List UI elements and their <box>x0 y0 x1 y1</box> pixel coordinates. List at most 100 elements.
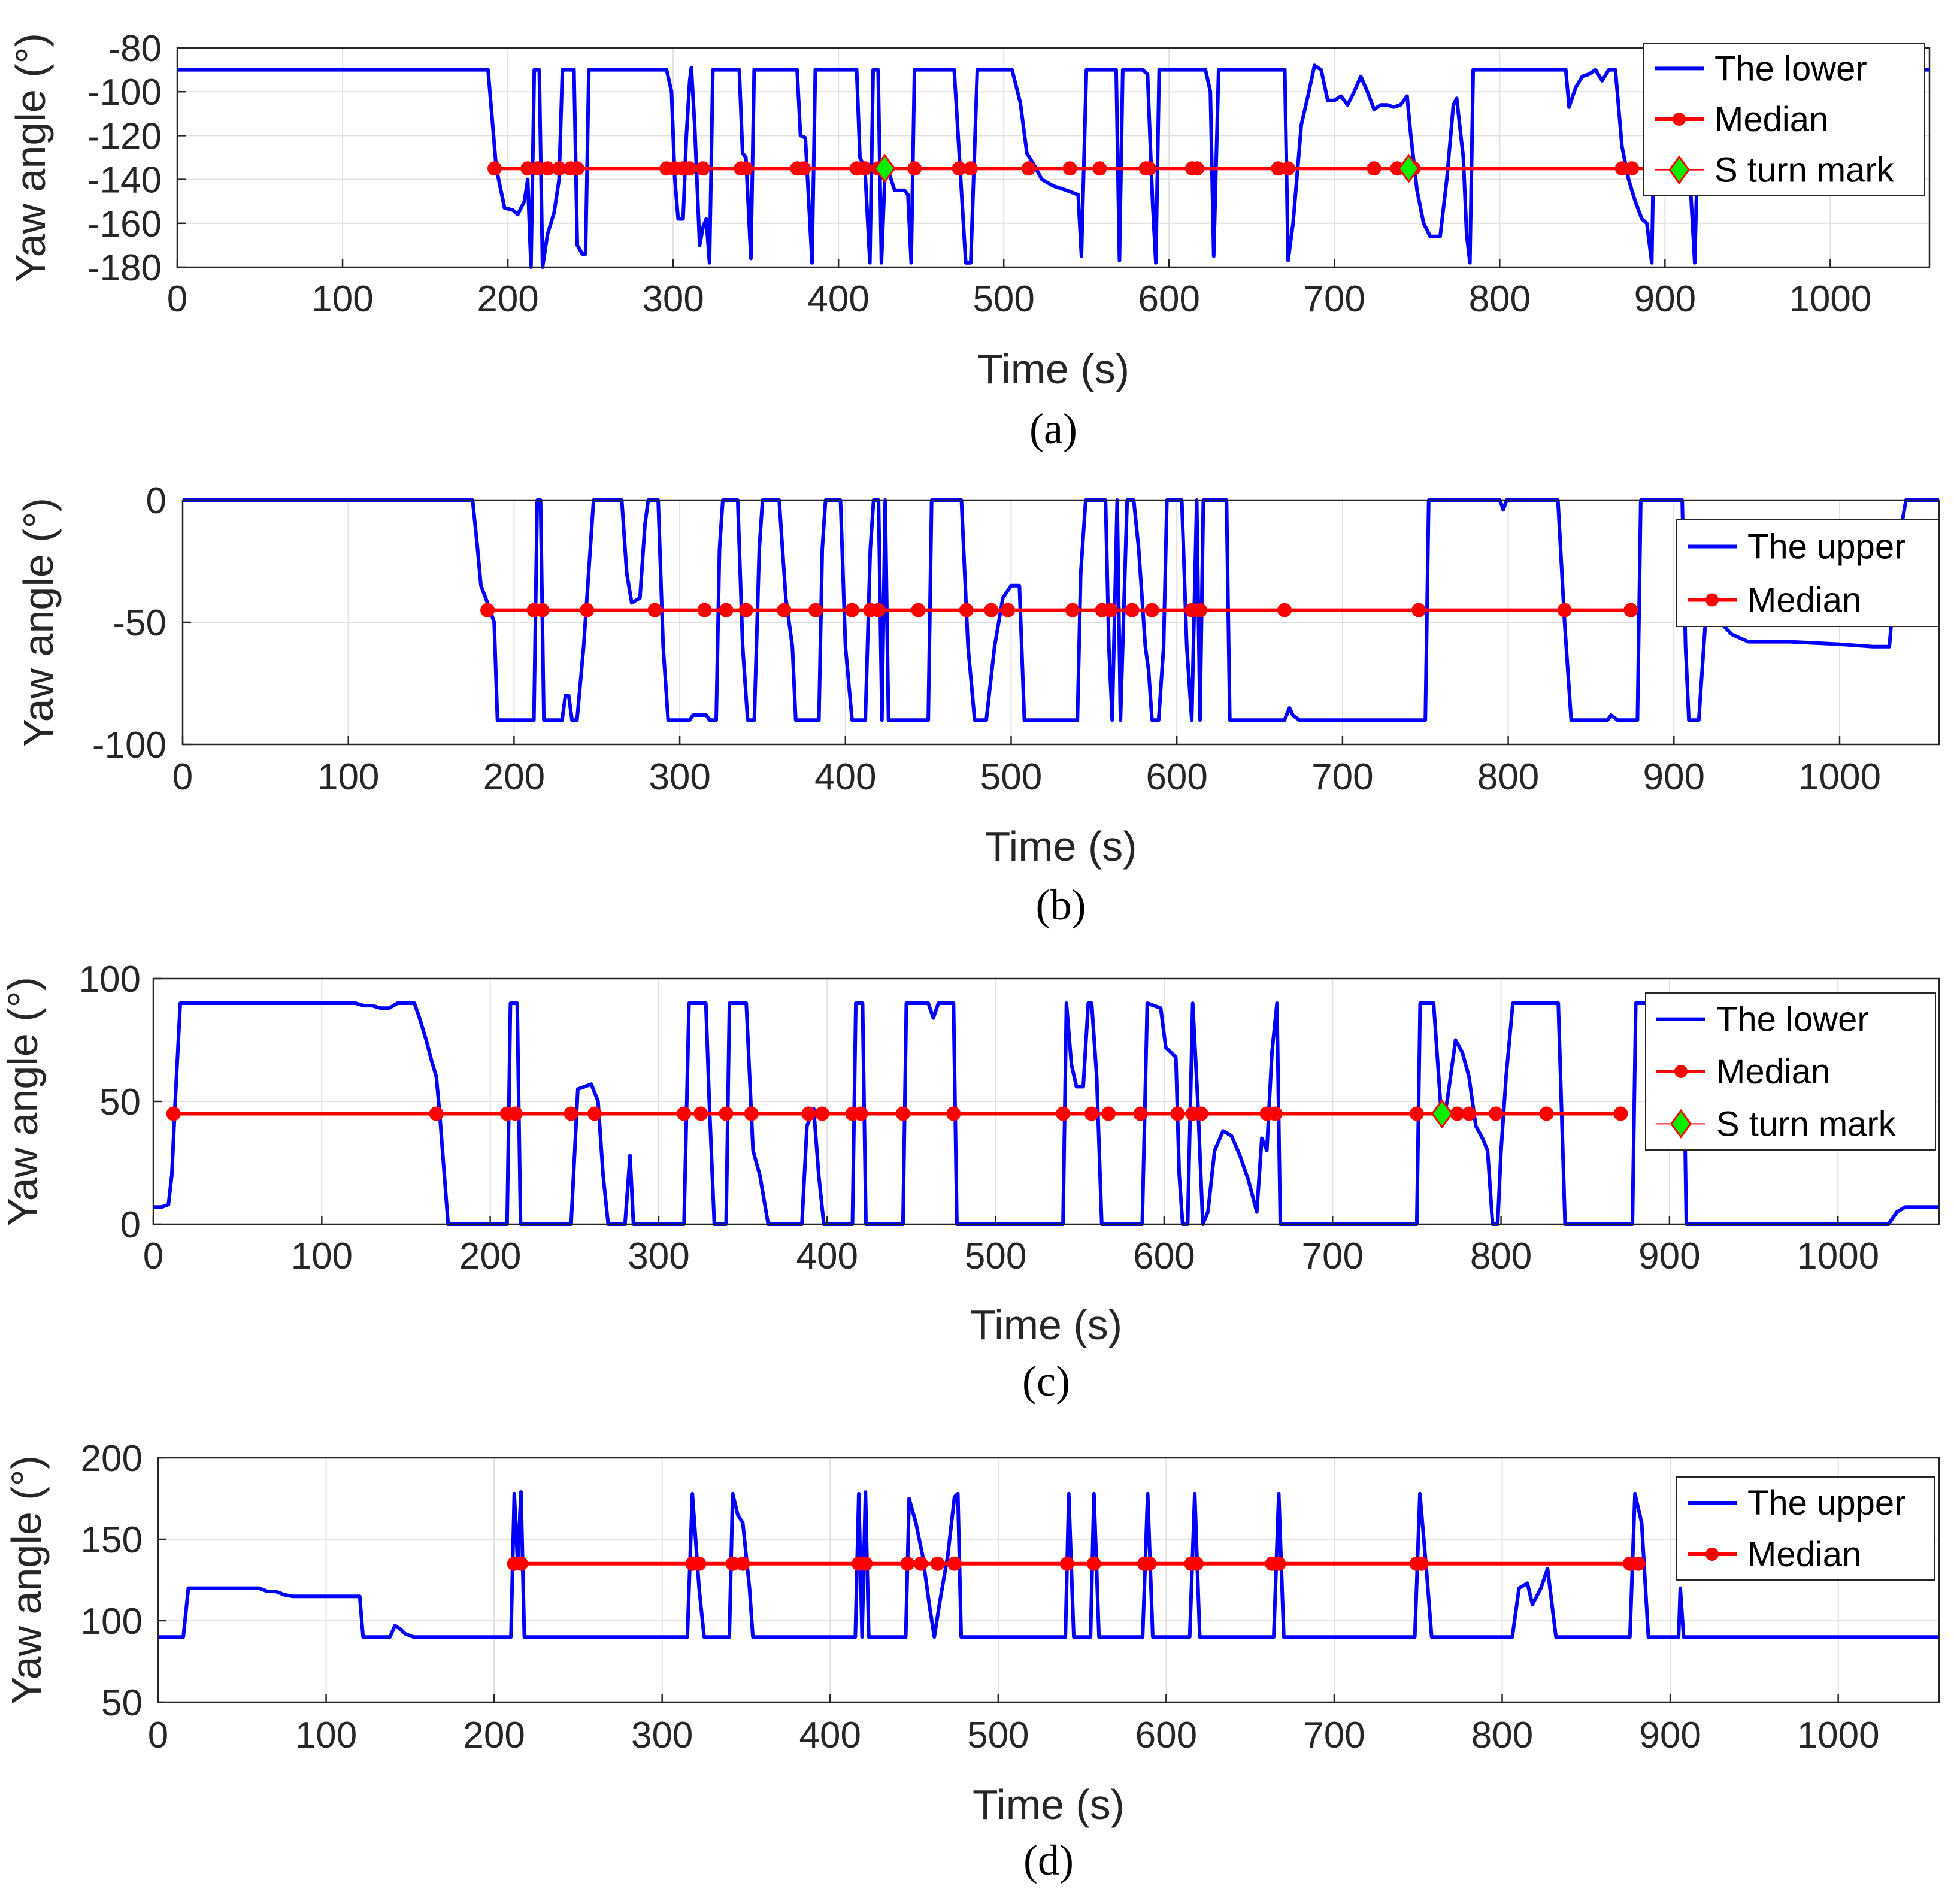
median-marker <box>895 1106 910 1121</box>
legend-label: Median <box>1747 581 1861 620</box>
y-axis-label: Yaw angle (°) <box>0 977 46 1226</box>
median-marker <box>1409 1106 1424 1121</box>
median-marker <box>564 1106 578 1121</box>
plot-area <box>158 1458 1939 1702</box>
median-marker <box>514 1556 529 1571</box>
median-marker <box>1084 1106 1099 1121</box>
x-tick-label: 300 <box>649 756 710 798</box>
x-tick-label: 100 <box>311 279 373 320</box>
panel-caption: (d) <box>1023 1836 1074 1884</box>
s-turn-marker <box>874 153 896 183</box>
data-layer <box>153 1001 1939 1226</box>
x-tick-label: 700 <box>1304 279 1365 320</box>
x-tick-label: 900 <box>1634 279 1696 320</box>
x-tick-label: 1000 <box>1797 1715 1880 1756</box>
median-marker <box>1059 1556 1074 1571</box>
median-marker <box>1170 1106 1185 1121</box>
axes-box <box>176 47 1931 268</box>
y-tick-label: -50 <box>113 603 166 644</box>
x-axis-label: Time (s) <box>977 346 1129 392</box>
median-marker <box>1142 1556 1157 1571</box>
y-tick-label: -140 <box>87 160 162 201</box>
legend-marker-sturn <box>1670 1109 1692 1139</box>
x-tick-label: 500 <box>967 1715 1029 1756</box>
legend: The upper Median <box>1676 1476 1935 1581</box>
median-marker <box>738 603 753 617</box>
x-tick-label: 0 <box>172 756 193 798</box>
chart-d: 0 100 200 300 400 500 600 700 800 900 1000 50 100 150… <box>3 1438 1940 1884</box>
median-marker <box>580 603 595 617</box>
legend-label: The lower <box>1716 1000 1869 1039</box>
x-tick-label: 200 <box>477 279 538 320</box>
median-marker <box>1489 1106 1504 1121</box>
median-marker <box>801 1106 816 1121</box>
median-marker <box>858 1556 873 1571</box>
median-marker <box>930 1556 945 1571</box>
median-marker <box>508 1106 523 1121</box>
median-marker <box>647 603 662 617</box>
x-tick-label: 0 <box>143 1236 163 1277</box>
y-tick-label: 100 <box>79 959 141 1000</box>
median-marker <box>907 161 922 176</box>
y-tick-label: -80 <box>108 28 162 69</box>
y-tick-label: 50 <box>101 1682 143 1724</box>
median-marker <box>570 161 585 176</box>
y-axis-label: Yaw angle (°) <box>3 1455 50 1705</box>
median-marker <box>1189 1556 1204 1571</box>
y-tick-label: 200 <box>81 1438 143 1479</box>
median-marker <box>1000 603 1015 617</box>
x-tick-label: 100 <box>317 756 379 798</box>
legend-box <box>1676 1476 1935 1581</box>
legend-marker-median <box>1705 1548 1719 1561</box>
median-marker <box>946 1106 961 1121</box>
legend-marker-median <box>1674 1065 1688 1078</box>
x-tick-label: 600 <box>1138 279 1199 320</box>
legend-label: S turn mark <box>1716 1104 1897 1143</box>
median-marker <box>697 603 712 617</box>
ticks: 0 100 200 300 400 500 600 700 800 900 1000 0 -50 -100 <box>92 480 1881 798</box>
median-marker <box>808 603 823 617</box>
x-tick-label: 900 <box>1639 1715 1701 1756</box>
y-tick-label: 0 <box>146 480 166 522</box>
median-marker <box>1539 1106 1554 1121</box>
x-tick-label: 100 <box>291 1236 353 1277</box>
median-marker <box>682 161 697 176</box>
y-tick-label: -100 <box>87 72 162 113</box>
median-marker <box>1144 603 1159 617</box>
ticks: 0 100 200 300 400 500 600 700 800 900 1000 0 50 100 <box>79 959 1880 1277</box>
median-marker <box>1021 161 1036 176</box>
y-tick-label: 100 <box>81 1601 143 1642</box>
chart-c: 0 100 200 300 400 500 600 700 800 900 1000 0 50 100 Ti… <box>0 959 1940 1405</box>
x-tick-label: 1000 <box>1797 1236 1879 1277</box>
legend-label: The lower <box>1714 49 1867 88</box>
s-turn-marker <box>1398 153 1420 183</box>
panel-caption: (b) <box>1036 881 1086 929</box>
x-tick-label: 800 <box>1471 1715 1533 1756</box>
median-marker <box>738 161 753 176</box>
median-marker <box>814 1106 829 1121</box>
median-marker <box>1268 1106 1283 1121</box>
median-marker <box>913 1556 928 1571</box>
median-marker <box>1092 161 1107 176</box>
x-axis-label: Time (s) <box>970 1301 1122 1348</box>
median-marker <box>796 161 811 176</box>
chart-b: 0 100 200 300 400 500 600 700 800 900 1000 0 -50 -100… <box>15 480 1940 929</box>
median-marker <box>963 161 978 176</box>
median-marker <box>693 1106 708 1121</box>
y-tick-label: -100 <box>92 725 166 766</box>
legend-label: The upper <box>1747 528 1905 567</box>
median-marker <box>1056 1106 1071 1121</box>
plot-area <box>177 48 1929 267</box>
median-marker <box>692 1556 707 1571</box>
median-marker <box>911 603 926 617</box>
x-tick-label: 700 <box>1302 1236 1364 1277</box>
median-marker <box>695 161 710 176</box>
median-marker <box>1065 603 1080 617</box>
legend: The lower Median S turn mark <box>1643 43 1925 196</box>
axes-box <box>157 1457 1940 1703</box>
median-marker <box>1125 603 1140 617</box>
data-layer <box>183 498 1939 722</box>
median-marker <box>1190 161 1205 176</box>
panel-caption: (c) <box>1022 1357 1070 1405</box>
median-marker <box>166 1106 181 1121</box>
